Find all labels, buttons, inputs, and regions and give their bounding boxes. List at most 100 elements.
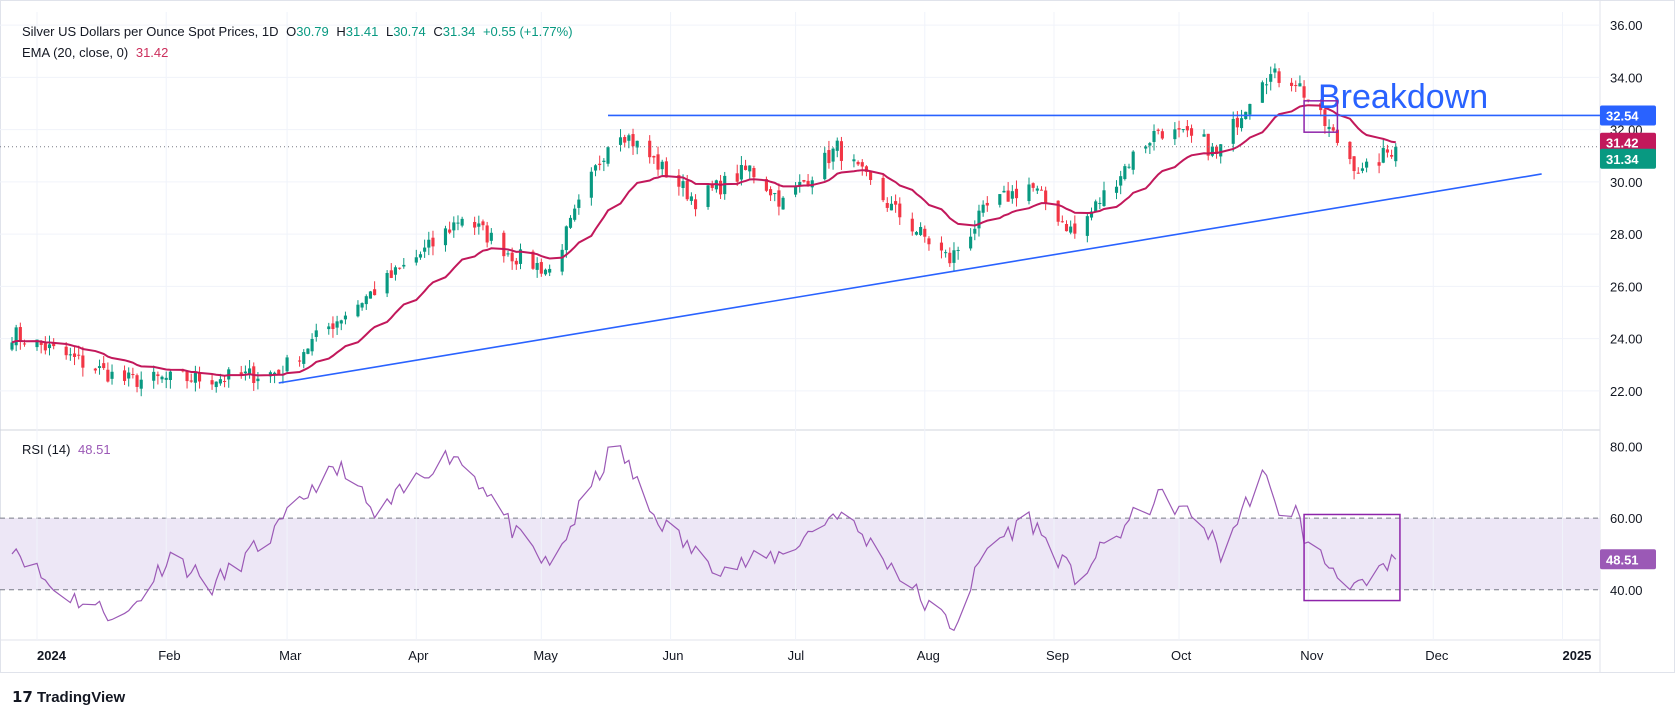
candle-body xyxy=(806,180,810,186)
candle-body xyxy=(856,161,860,165)
ema-label: EMA (20, close, 0) xyxy=(22,45,129,60)
candle-body xyxy=(93,368,97,371)
candle-body xyxy=(831,148,835,162)
candle-body xyxy=(197,372,202,382)
candle-body xyxy=(343,315,348,320)
candle-body xyxy=(423,247,427,252)
candle-body xyxy=(1173,129,1177,140)
candle-body xyxy=(1027,184,1031,202)
candle-body xyxy=(1031,183,1035,188)
candle-body xyxy=(1189,128,1194,136)
candle-body xyxy=(310,338,314,352)
candle-body xyxy=(693,199,698,210)
candle-body xyxy=(189,380,193,382)
candle-body xyxy=(781,197,785,210)
candle-body xyxy=(22,343,27,345)
candle-body xyxy=(152,371,156,381)
candle-body xyxy=(518,249,523,264)
candle-body xyxy=(131,374,135,376)
candle-body xyxy=(1152,130,1156,142)
candle-body xyxy=(385,273,389,294)
candle-body xyxy=(185,370,189,382)
rsi-box xyxy=(1303,513,1401,602)
candle-body xyxy=(52,343,56,347)
brand-label: TradingView xyxy=(37,689,126,706)
ema-legend[interactable]: EMA (20, close, 0) 31.42 xyxy=(22,45,172,60)
candle-body xyxy=(752,168,756,178)
candle-body xyxy=(502,232,506,257)
open-label: O xyxy=(286,24,297,39)
price-tick-label: 28.00 xyxy=(1610,227,1643,242)
candle-body xyxy=(64,346,68,356)
candle-body xyxy=(1335,129,1339,143)
candle-body xyxy=(331,323,335,330)
candle-body xyxy=(356,304,360,317)
candle-body xyxy=(72,353,77,357)
candle-body xyxy=(1177,128,1181,130)
candle-body xyxy=(1069,226,1073,233)
candle-body xyxy=(402,264,406,267)
time-tick-label: Mar xyxy=(279,648,302,663)
time-tick-label: May xyxy=(533,648,558,663)
candle-body xyxy=(477,223,481,227)
candle-body xyxy=(164,377,168,380)
tradingview-brand[interactable]: 𝟭𝟳 TradingView xyxy=(12,688,125,706)
candle-body xyxy=(627,135,631,141)
candle-body xyxy=(1352,156,1356,172)
candle-body xyxy=(889,203,894,211)
candle-body xyxy=(648,140,652,158)
high-label: H xyxy=(336,24,346,39)
candle-body xyxy=(243,371,247,374)
candle-body xyxy=(794,186,798,195)
rsi-tick-label: 40.00 xyxy=(1610,583,1643,598)
time-tick-label: Nov xyxy=(1300,648,1324,663)
candle-body xyxy=(1148,143,1152,146)
candle-body xyxy=(981,204,985,213)
candle-body xyxy=(506,253,510,255)
candles-group xyxy=(10,63,1398,397)
candle-body xyxy=(335,321,339,328)
candle-body xyxy=(393,267,398,275)
time-tick-label: Aug xyxy=(917,648,940,663)
candle-body xyxy=(606,147,610,164)
tradingview-logo-icon: 𝟭𝟳 xyxy=(12,689,33,706)
candle-body xyxy=(1035,188,1039,191)
candle-body xyxy=(1214,146,1219,154)
price-axis-badge-label: 31.34 xyxy=(1606,152,1639,167)
candle-body xyxy=(514,260,518,265)
ema-value: 31.42 xyxy=(135,45,169,60)
candle-body xyxy=(481,221,485,226)
change-value: +0.55 (+1.77%) xyxy=(482,24,573,39)
candle-body xyxy=(223,380,227,382)
candle-body xyxy=(414,257,418,263)
candle-body xyxy=(685,180,689,200)
close-label: C xyxy=(433,24,443,39)
breakdown-box xyxy=(1303,100,1339,133)
candle-body xyxy=(1002,190,1006,193)
candle-body xyxy=(852,159,856,162)
candle-body xyxy=(939,242,944,251)
candle-body xyxy=(1264,84,1269,86)
rsi-legend[interactable]: RSI (14) 48.51 xyxy=(22,442,115,457)
candle-body xyxy=(1056,200,1060,222)
candle-body xyxy=(543,269,548,275)
candle-body xyxy=(314,330,318,337)
candle-body xyxy=(823,152,827,180)
candle-body xyxy=(1294,85,1298,87)
candle-body xyxy=(739,165,743,180)
candle-body xyxy=(18,327,22,341)
candle-body xyxy=(681,181,685,188)
candle-body xyxy=(652,156,656,158)
candle-body xyxy=(256,378,260,382)
price-axis-badge-label: 32.54 xyxy=(1606,108,1639,123)
candle-body xyxy=(418,254,423,258)
candle-body xyxy=(273,372,277,375)
symbol-title: Silver US Dollars per Ounce Spot Prices,… xyxy=(22,24,279,39)
candle-body xyxy=(956,249,960,251)
close-value: 31.34 xyxy=(442,24,476,39)
candle-body xyxy=(660,161,664,170)
candle-body xyxy=(122,370,127,381)
candle-body xyxy=(598,163,602,166)
candle-body xyxy=(1269,74,1273,82)
